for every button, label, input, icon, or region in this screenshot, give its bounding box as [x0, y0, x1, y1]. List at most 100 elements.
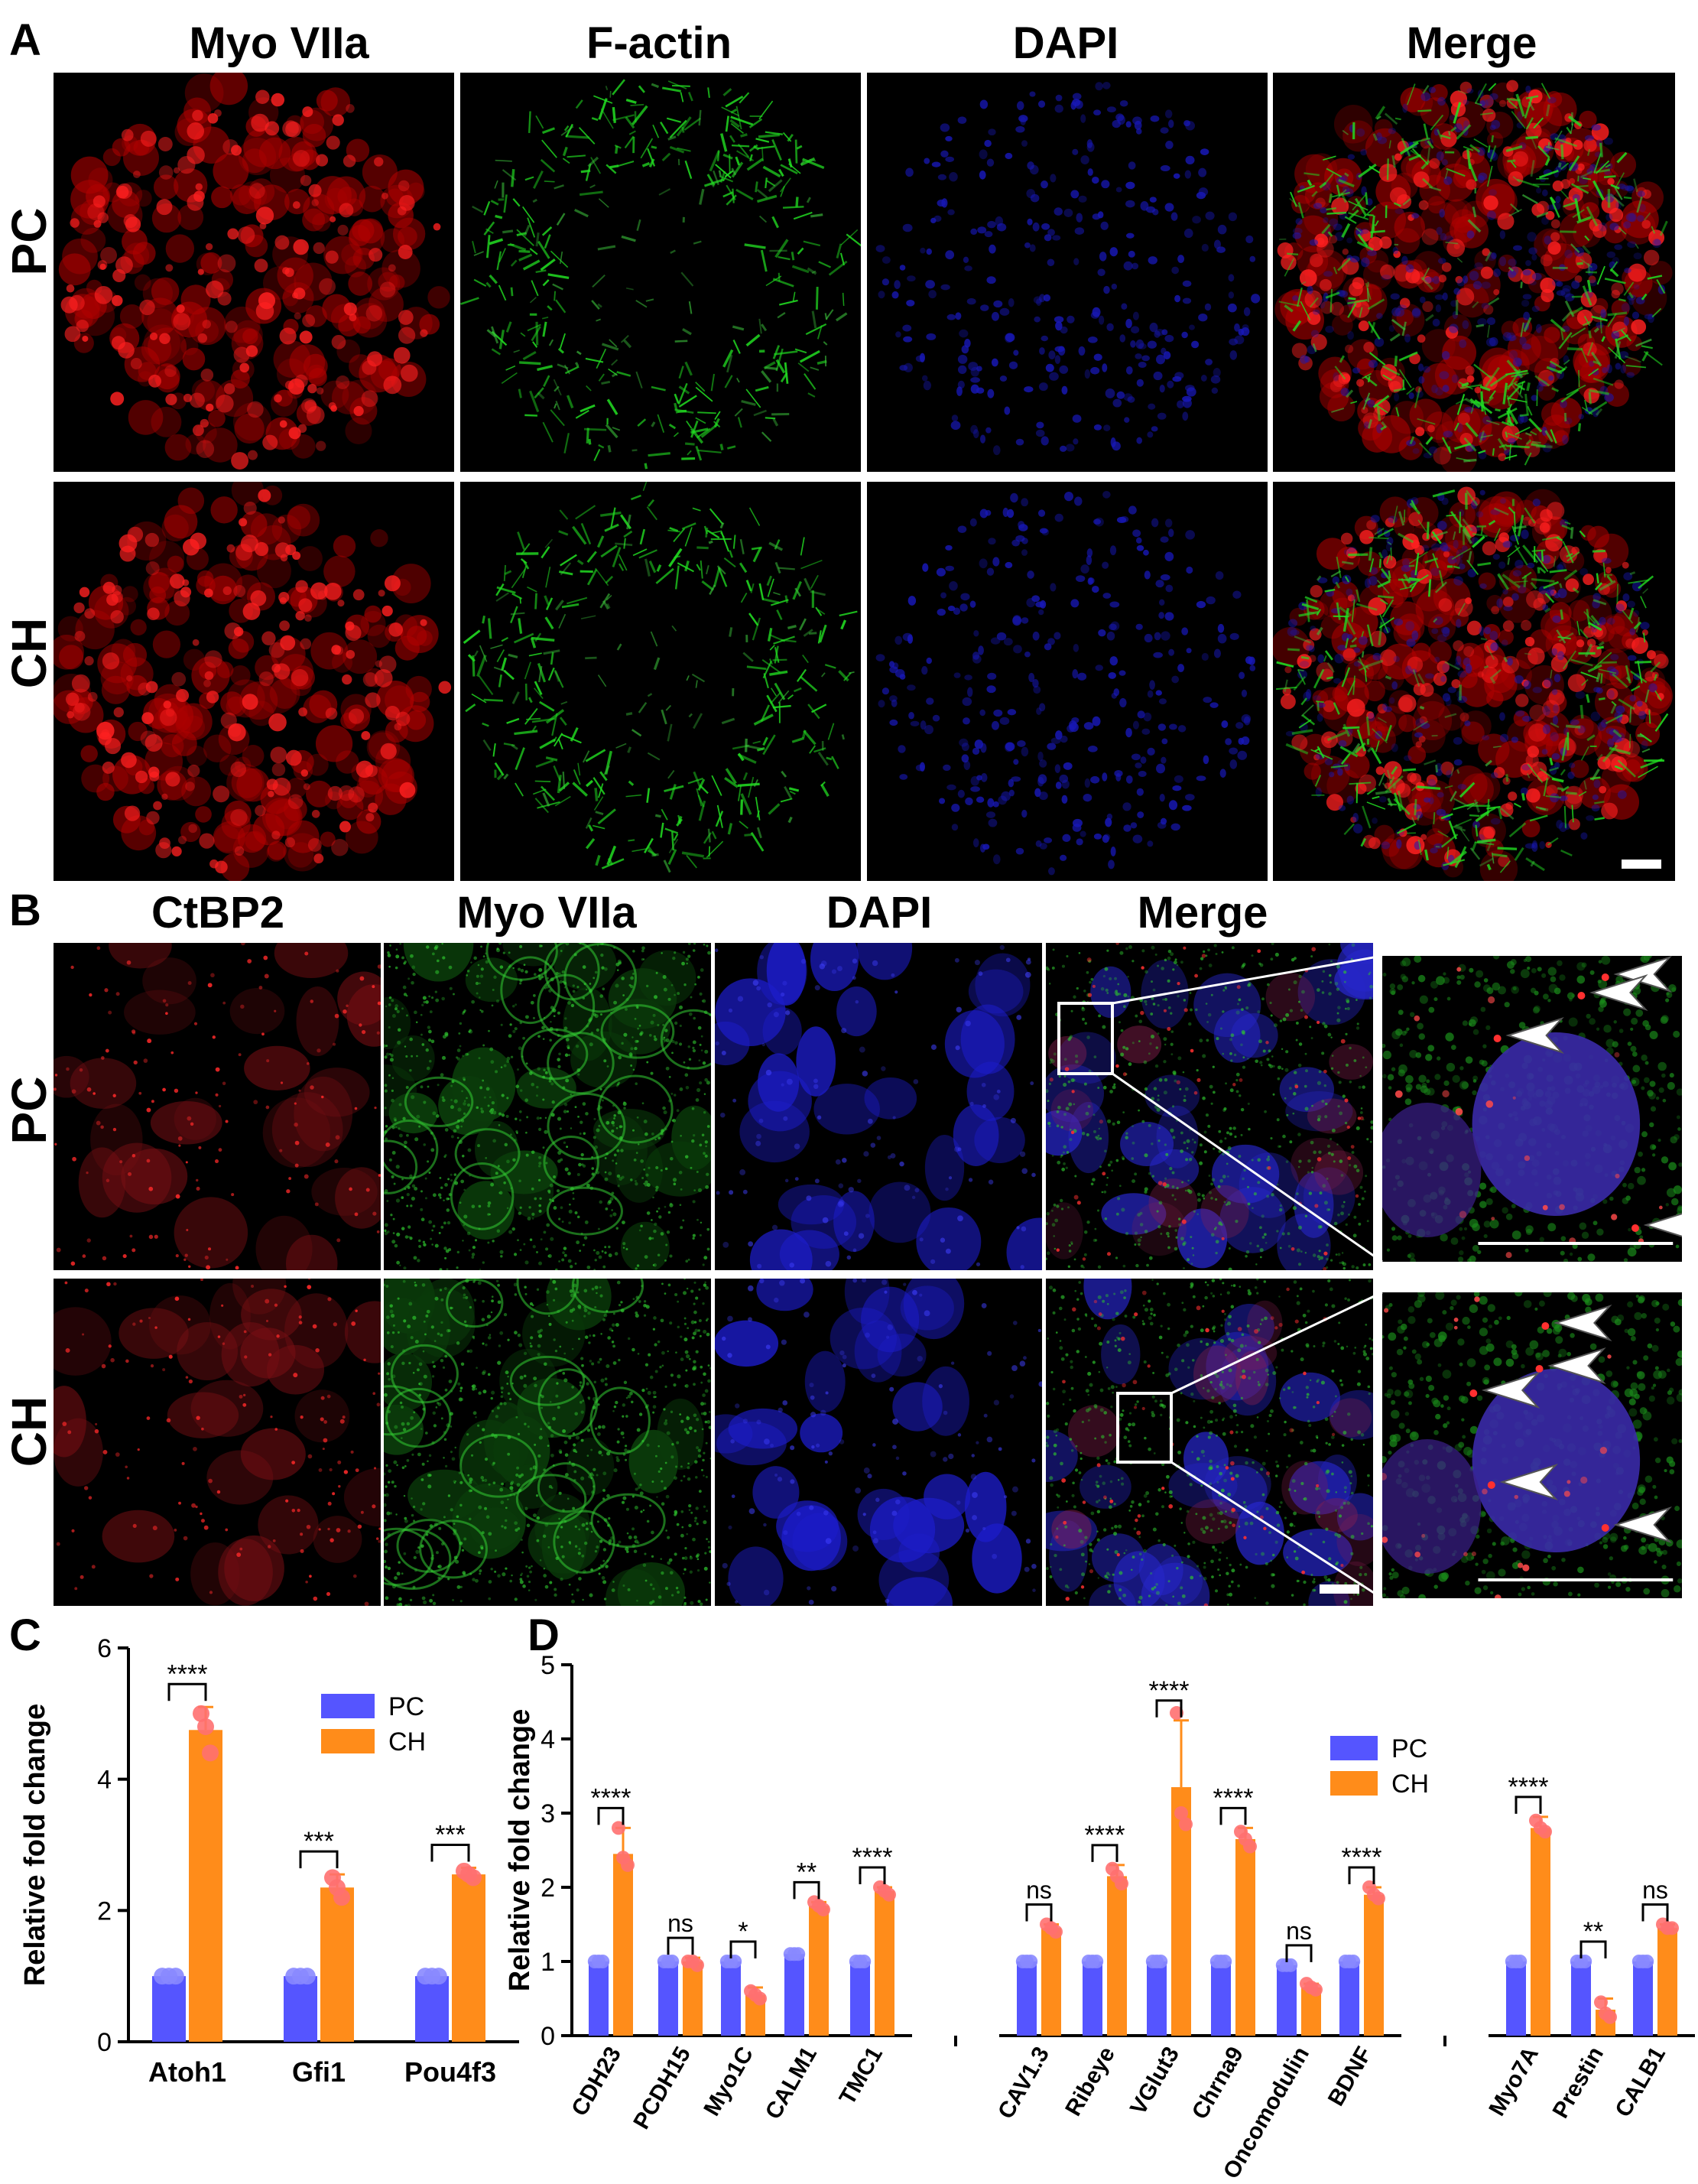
bar-pc-bdnf	[1339, 1961, 1359, 2036]
point-ch	[202, 1744, 219, 1762]
y-tick-label: 0	[541, 2022, 555, 2051]
significance-bracket	[793, 1880, 820, 1900]
legend-label-pc: PC	[1391, 1734, 1427, 1763]
significance-label: ****	[167, 1659, 208, 1688]
significance-bracket	[597, 1806, 625, 1825]
significance-label: ns	[667, 1909, 693, 1937]
significance-label: ns	[1642, 1877, 1668, 1904]
x-tick-label: BDNF	[1323, 2043, 1377, 2111]
y-tick-label: 2	[97, 1896, 112, 1926]
significance-label: ****	[1085, 1821, 1125, 1850]
panel-b-image-ch-dapi	[715, 1279, 1042, 1606]
point-ch	[1049, 1925, 1063, 1939]
point-pc	[1640, 1955, 1654, 1968]
x-tick-label: PCDH15	[628, 2043, 696, 2134]
significance-bracket	[1348, 1866, 1375, 1884]
y-axis-label: Relative fold change	[504, 1709, 536, 1992]
panel-a-image-pc-merge	[1273, 73, 1675, 472]
point-ch	[1603, 2010, 1617, 2024]
panel-a-image-ch-myo7a	[54, 482, 454, 881]
x-tick-label: Myo7A	[1484, 2043, 1544, 2121]
point-ch	[193, 1705, 209, 1722]
bar-pc-pou4f3	[415, 1976, 449, 2042]
significance-label: ns	[1286, 1917, 1312, 1945]
point-pc	[857, 1955, 872, 1968]
bar-ch-pou4f3	[452, 1874, 485, 2042]
bar-ch-myo7a	[1531, 1828, 1550, 2036]
x-tick-label: CDH23	[567, 2043, 626, 2121]
significance-label: ***	[304, 1827, 334, 1856]
bar-pc-chrna9	[1211, 1961, 1231, 2036]
x-tick-label: Ribeye	[1060, 2043, 1120, 2121]
point-ch	[1309, 1982, 1323, 1997]
significance-bracket	[729, 1940, 757, 1958]
x-tick-label: Gfi1	[292, 2056, 346, 2088]
panel-b-image-ch-myo7a	[384, 1279, 711, 1606]
significance-label: ***	[435, 1821, 466, 1850]
bar-pc-vglut3	[1147, 1961, 1167, 2036]
panel-a-image-pc-myo7a	[54, 73, 454, 472]
point-ch	[1115, 1877, 1128, 1891]
point-pc	[1154, 1955, 1168, 1968]
panel-a-image-ch-factin	[460, 482, 861, 881]
significance-bracket	[1285, 1944, 1313, 1962]
point-ch	[1243, 1839, 1257, 1854]
point-pc	[791, 1947, 806, 1961]
point-pc	[665, 1955, 680, 1968]
y-tick-label: 6	[97, 1634, 112, 1663]
significance-bracket	[1025, 1903, 1053, 1922]
panel-b-image-ch-zoom	[1382, 1292, 1682, 1598]
y-tick-label: 4	[97, 1766, 112, 1795]
panel-b-row-label-pc: PC	[2, 1076, 57, 1145]
bar-pc-prestin	[1571, 1961, 1591, 2036]
significance-label: **	[1583, 1917, 1603, 1946]
panel-a-image-ch-dapi	[867, 482, 1268, 881]
bar-ch-gfi1	[320, 1887, 354, 2042]
significance-bracket	[859, 1866, 886, 1884]
bar-pc-pcdh15	[658, 1961, 678, 2036]
significance-bracket	[430, 1844, 470, 1862]
bar-ch-calm1	[809, 1906, 829, 2036]
significance-bracket	[1155, 1699, 1183, 1718]
point-pc	[596, 1955, 610, 1968]
point-ch	[1174, 1806, 1188, 1820]
point-ch	[621, 1857, 635, 1872]
point-pc	[430, 1968, 447, 1985]
significance-label: ****	[852, 1843, 893, 1872]
legend-swatch-pc	[321, 1694, 375, 1718]
point-ch	[1179, 1817, 1193, 1831]
legend-swatch-ch	[321, 1729, 375, 1753]
significance-bracket	[167, 1682, 207, 1701]
point-ch	[333, 1889, 350, 1906]
point-ch	[882, 1887, 896, 1902]
bar-pc-cav1.3	[1017, 1961, 1037, 2036]
bar-ch-calb1	[1657, 1928, 1677, 2036]
panel-b-image-ch-merge	[1046, 1279, 1373, 1606]
bar-pc-oncomodulin	[1277, 1965, 1297, 2036]
legend-swatch-ch	[1330, 1771, 1378, 1796]
chart-c: 0 2 4 6 Relative fold change **** Atoh1 *** Gfi1…	[19, 1634, 519, 2088]
significance-label: ****	[1508, 1773, 1549, 1802]
y-axis-label: Relative fold change	[19, 1704, 51, 1987]
y-tick-label: 4	[541, 1725, 555, 1754]
panel-b-image-pc-dapi	[715, 943, 1042, 1270]
significance-bracket	[1091, 1844, 1118, 1862]
bar-ch-ribeye	[1107, 1876, 1127, 2036]
panel-a-col-title-3: DAPI	[1012, 18, 1119, 68]
point-pc	[167, 1968, 184, 1985]
point-ch	[1665, 1921, 1679, 1935]
x-tick-label: TMC1	[835, 2043, 888, 2109]
legend-swatch-pc	[1330, 1736, 1378, 1760]
bar-pc-myo7a	[1506, 1961, 1526, 2036]
legend-label-ch: CH	[1391, 1770, 1429, 1799]
panel-b-image-pc-myo7a	[384, 943, 711, 1270]
x-tick-label: CALB1	[1610, 2043, 1670, 2121]
x-tick-label: Atoh1	[148, 2056, 226, 2088]
point-ch	[1538, 1825, 1552, 1839]
bar-ch-pcdh15	[683, 1961, 703, 2036]
bar-pc-ribeye	[1083, 1961, 1102, 2036]
panel-b-col-title-3: DAPI	[826, 888, 933, 938]
bar-pc-myo1c	[721, 1961, 741, 2036]
significance-label: *	[738, 1917, 748, 1946]
panel-a-row-label-ch: CH	[2, 617, 57, 689]
